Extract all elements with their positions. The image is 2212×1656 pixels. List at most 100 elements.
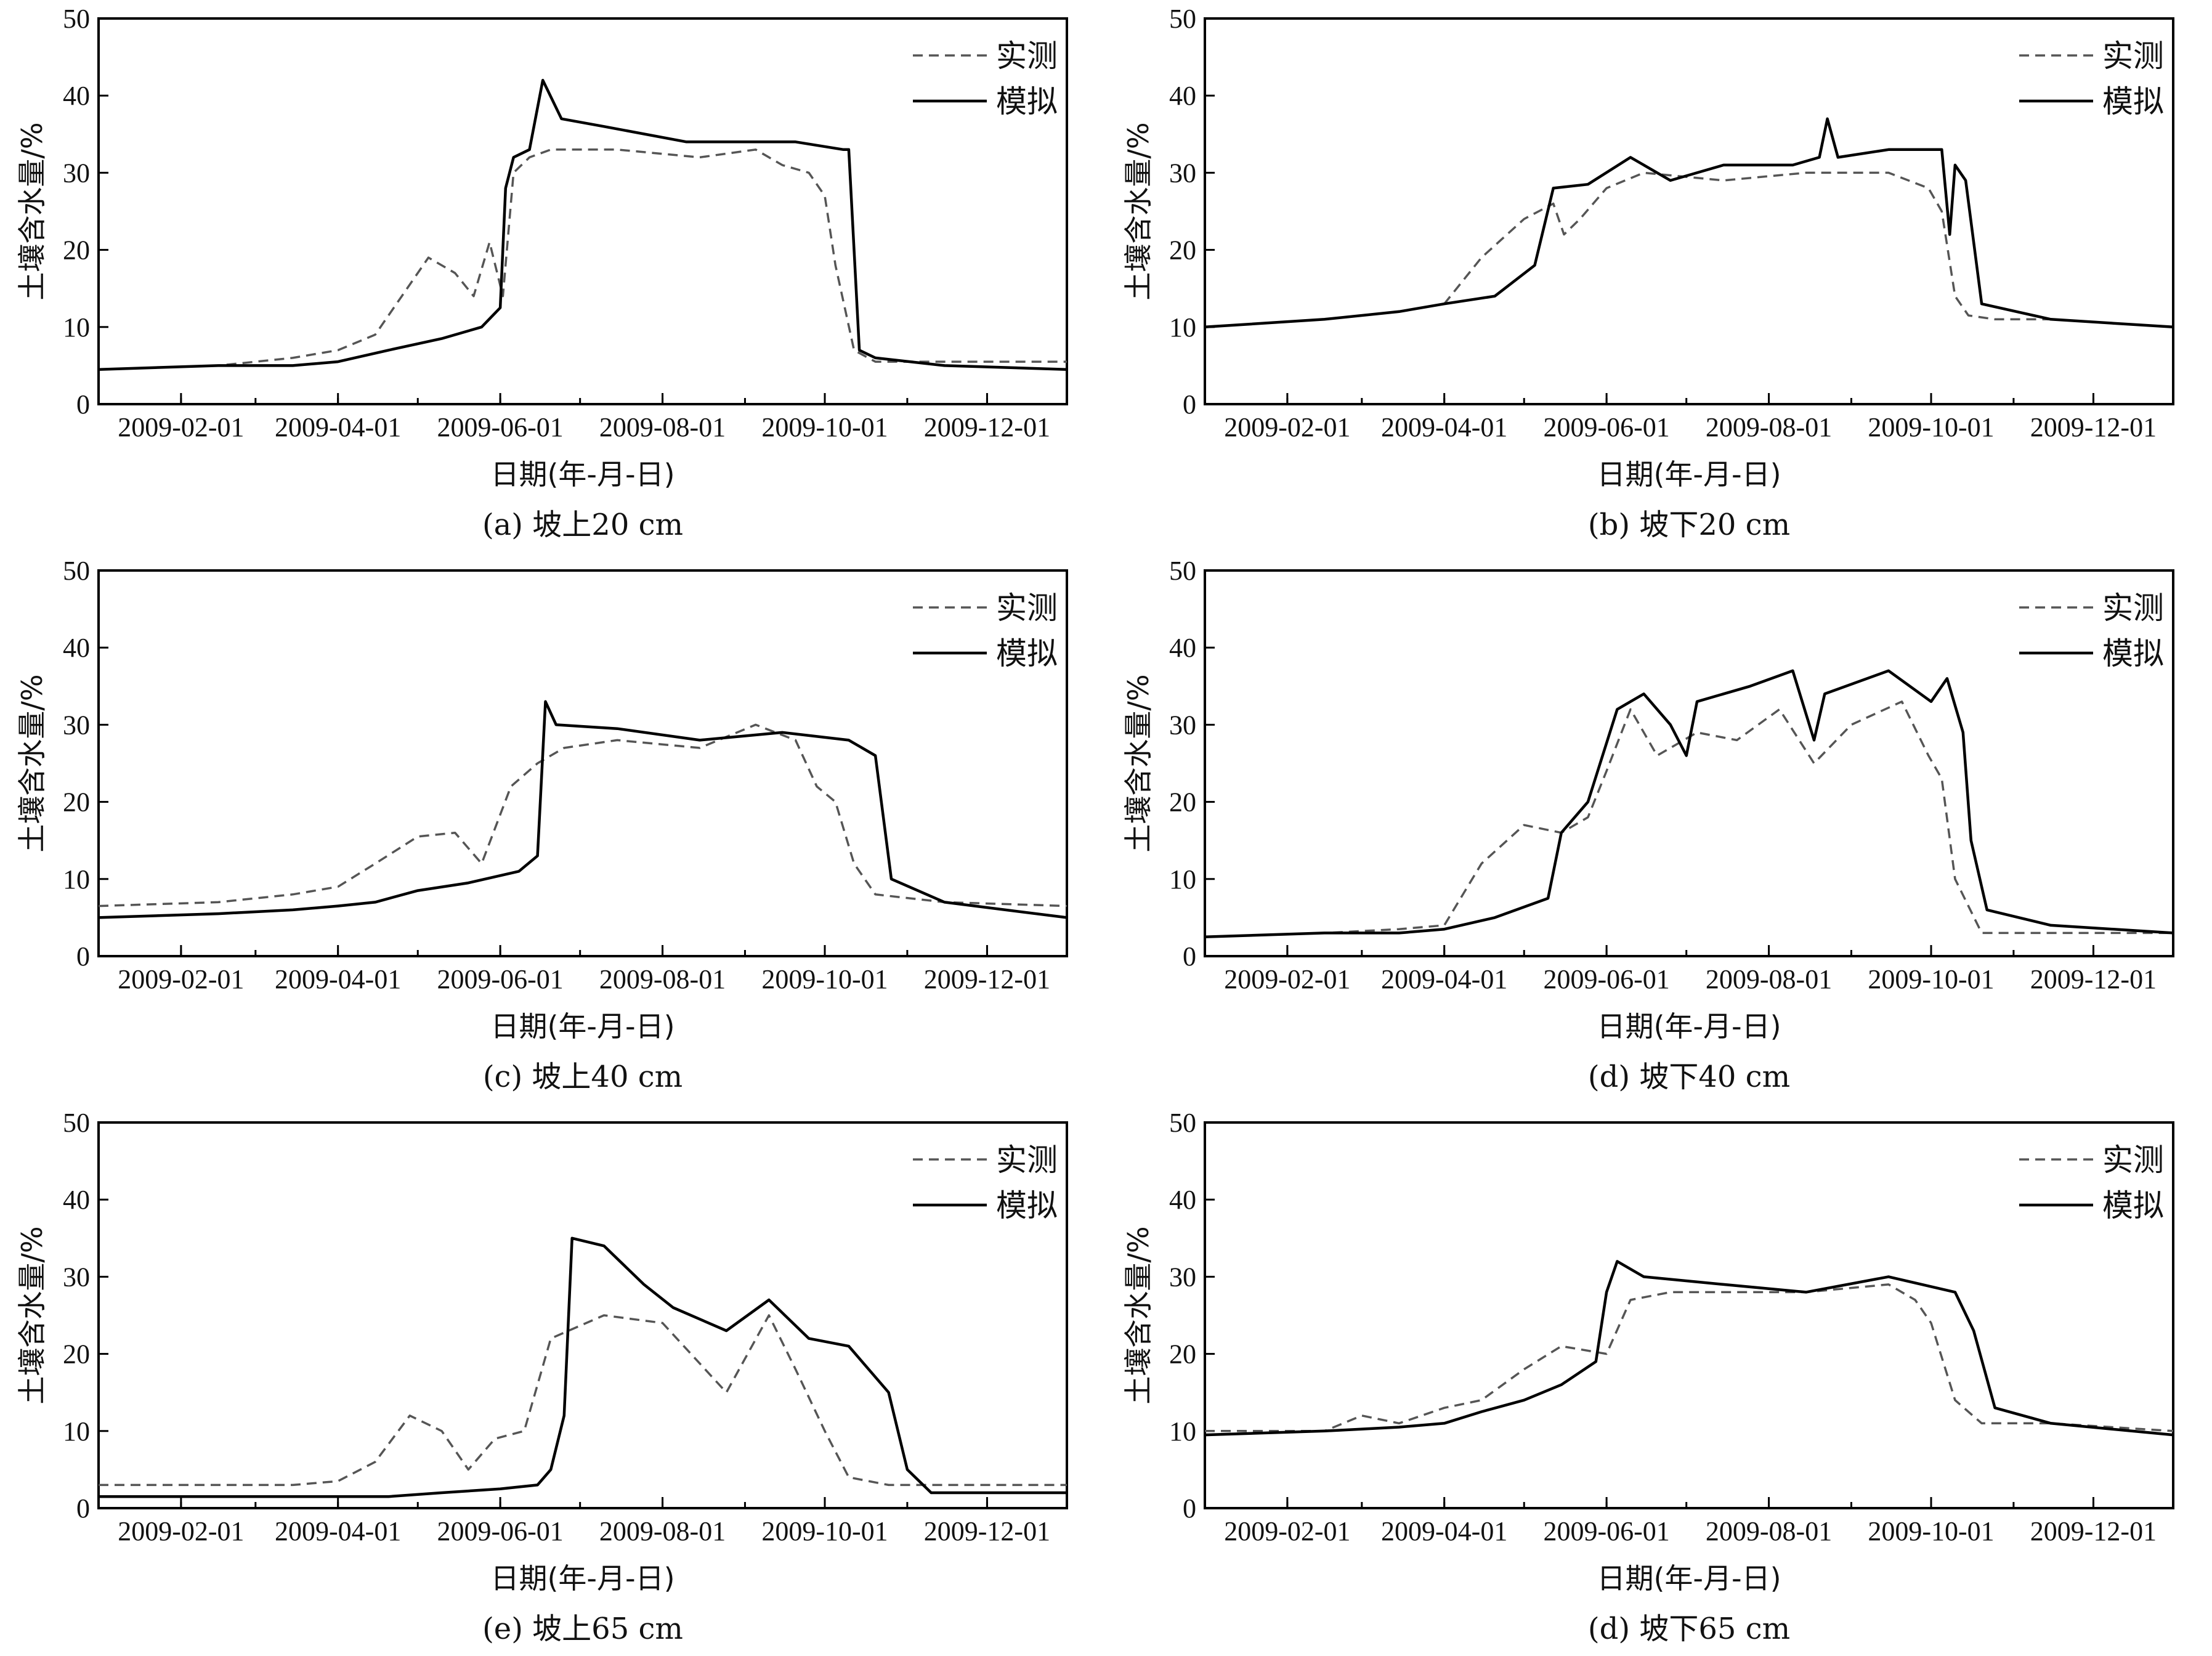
plot-frame	[97, 1121, 1068, 1509]
legend-label: 实测	[996, 38, 1058, 74]
x-tick-label: 2009-02-01	[118, 964, 244, 994]
y-tick-label: 40	[63, 81, 90, 111]
y-tick-label: 50	[63, 556, 90, 586]
panel-caption: (a) 坡上20 cm	[482, 508, 683, 542]
plot-frame	[1204, 17, 2174, 405]
x-tick-label: 2009-06-01	[1543, 412, 1669, 442]
y-tick-label: 40	[1169, 633, 1196, 663]
y-tick-label: 20	[1169, 1339, 1196, 1370]
y-tick-label: 50	[1169, 1108, 1196, 1138]
series-line-simulated	[99, 1236, 1067, 1498]
x-tick-label: 2009-06-01	[1543, 1516, 1669, 1546]
y-axis-title: 土壤含水量/%	[1122, 674, 1155, 852]
legend-label: 模拟	[2102, 636, 2164, 672]
chart-panel-b: 0 10 20 30 40 50 2009-02-01 2009-04-01 2009-06-0…	[1106, 0, 2212, 552]
y-tick-label: 40	[63, 1185, 90, 1215]
legend-label: 模拟	[2102, 1188, 2164, 1224]
series-line-simulated	[1204, 1260, 2174, 1437]
x-tick-label: 2009-10-01	[761, 964, 888, 994]
x-tick-label: 2009-08-01	[599, 1516, 726, 1546]
x-tick-label: 2009-06-01	[437, 964, 563, 994]
x-tick-label: 2009-06-01	[437, 1516, 563, 1546]
legend-label: 实测	[2102, 590, 2164, 626]
x-axis-title: 日期(年-月-日)	[490, 458, 675, 491]
chart-panel-c: 0 10 20 30 40 50 2009-02-01 2009-04-01 2009-06-0…	[0, 552, 1106, 1104]
y-tick-label: 40	[1169, 81, 1196, 111]
chart-svg-e: 0 10 20 30 40 50 2009-02-01 2009-04-01 2009-06-0…	[15, 1108, 1068, 1646]
y-tick-label: 10	[1169, 1416, 1196, 1447]
y-tick-label: 30	[1169, 158, 1196, 188]
x-tick-label: 2009-04-01	[1381, 964, 1507, 994]
y-tick-label: 30	[63, 710, 90, 740]
y-tick-label: 30	[1169, 1262, 1196, 1292]
y-tick-label: 40	[1169, 1185, 1196, 1215]
plot-frame	[1204, 569, 2174, 957]
series-line-observed	[1204, 171, 2174, 328]
series-line-observed	[1205, 1283, 2174, 1432]
x-tick-label: 2009-08-01	[599, 412, 726, 442]
plot-frame	[1204, 1121, 2174, 1509]
legend-label: 模拟	[996, 636, 1058, 672]
legend-label: 模拟	[996, 1188, 1058, 1224]
x-tick-label: 2009-02-01	[1224, 964, 1350, 994]
chart-svg-c: 0 10 20 30 40 50 2009-02-01 2009-04-01 2009-06-0…	[15, 556, 1068, 1094]
chart-svg-f: 0 10 20 30 40 50 2009-02-01 2009-04-01 2009-06-0…	[1122, 1108, 2174, 1646]
chart-svg-a: 0 10 20 30 40 50 2009-02-01 2009-04-01 2009-06-0…	[15, 4, 1068, 542]
y-axis-title: 土壤含水量/%	[1122, 122, 1155, 300]
series-line-simulated	[98, 700, 1068, 919]
x-tick-label: 2009-04-01	[275, 1516, 401, 1546]
y-tick-label: 50	[63, 1108, 90, 1138]
y-tick-label: 0	[1183, 941, 1196, 972]
panel-caption: (d) 坡下40 cm	[1588, 1060, 1790, 1094]
y-tick-label: 0	[1183, 389, 1196, 420]
x-tick-label: 2009-02-01	[118, 1516, 244, 1546]
y-tick-label: 10	[63, 312, 90, 343]
y-tick-label: 10	[1169, 864, 1196, 895]
x-tick-label: 2009-12-01	[924, 412, 1050, 442]
y-tick-label: 20	[1169, 787, 1196, 818]
panel-caption: (b) 坡下20 cm	[1588, 508, 1790, 542]
x-tick-label: 2009-04-01	[275, 412, 401, 442]
x-axis-title: 日期(年-月-日)	[1597, 1010, 1781, 1043]
y-tick-label: 50	[1169, 556, 1196, 586]
y-axis-title: 土壤含水量/%	[15, 674, 49, 852]
y-tick-label: 30	[63, 1262, 90, 1292]
x-tick-label: 2009-08-01	[1706, 412, 1832, 442]
chart-panel-d: 0 10 20 30 40 50 2009-02-01 2009-04-01 2009-06-0…	[1106, 552, 2212, 1104]
x-tick-label: 2009-12-01	[2030, 412, 2157, 442]
x-axis-title: 日期(年-月-日)	[1597, 458, 1781, 491]
y-tick-label: 40	[63, 633, 90, 663]
y-tick-label: 20	[63, 1339, 90, 1370]
x-tick-label: 2009-04-01	[275, 964, 401, 994]
x-axis-title: 日期(年-月-日)	[1597, 1562, 1781, 1595]
x-axis-title: 日期(年-月-日)	[490, 1010, 675, 1043]
x-tick-label: 2009-08-01	[1706, 1516, 1832, 1546]
y-tick-label: 50	[63, 4, 90, 34]
plot-frame	[97, 569, 1068, 957]
series-line-observed	[98, 723, 1068, 907]
panel-caption: (d) 坡下65 cm	[1588, 1612, 1790, 1646]
y-tick-label: 10	[1169, 312, 1196, 343]
legend-label: 实测	[2102, 38, 2164, 74]
series-line-simulated	[1204, 117, 2174, 329]
series-line-simulated	[98, 78, 1068, 371]
y-tick-label: 50	[1169, 4, 1196, 34]
y-tick-label: 20	[1169, 235, 1196, 266]
series-line-observed	[98, 148, 1067, 371]
x-tick-label: 2009-02-01	[1224, 412, 1350, 442]
x-tick-label: 2009-08-01	[1706, 964, 1832, 994]
chart-panel-e: 0 10 20 30 40 50 2009-02-01 2009-04-01 2009-06-0…	[0, 1104, 1106, 1656]
x-tick-label: 2009-10-01	[1868, 964, 1994, 994]
panel-caption: (e) 坡上65 cm	[482, 1612, 683, 1646]
x-tick-label: 2009-10-01	[761, 412, 888, 442]
x-tick-label: 2009-04-01	[1381, 412, 1507, 442]
series-line-observed	[99, 1314, 1067, 1487]
y-tick-label: 10	[63, 1416, 90, 1447]
x-tick-label: 2009-06-01	[1543, 964, 1669, 994]
chart-panel-a: 0 10 20 30 40 50 2009-02-01 2009-04-01 2009-06-0…	[0, 0, 1106, 552]
x-tick-label: 2009-10-01	[1868, 412, 1994, 442]
legend-label: 实测	[2102, 1142, 2164, 1178]
y-tick-label: 30	[63, 158, 90, 188]
x-tick-label: 2009-10-01	[1868, 1516, 1994, 1546]
